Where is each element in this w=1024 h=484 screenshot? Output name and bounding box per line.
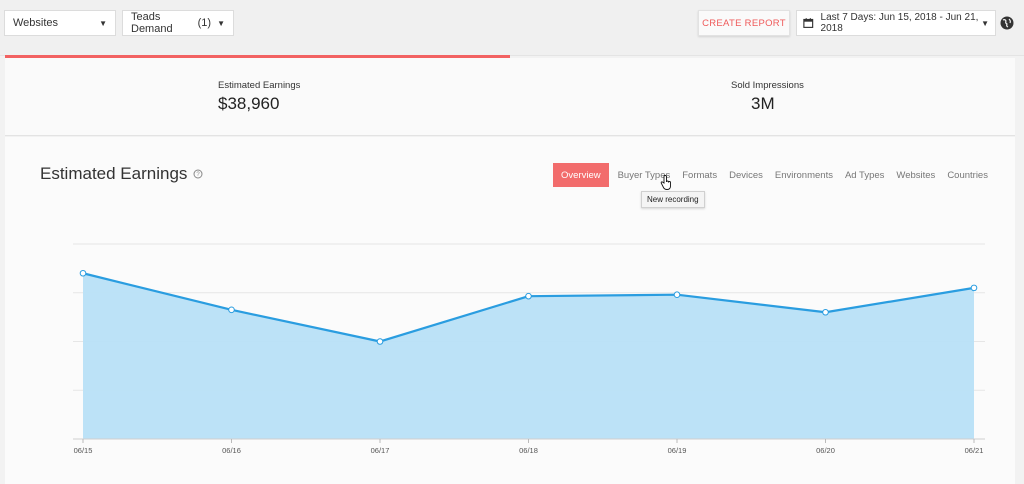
tab-buyer-types[interactable]: Buyer Types: [617, 169, 671, 181]
demand-dropdown-label: Teads Demand: [131, 11, 173, 35]
earnings-metric[interactable]: Estimated Earnings $38,960: [218, 80, 300, 114]
websites-dropdown[interactable]: Websites ▼: [4, 10, 116, 36]
x-tick-label: 06/18: [519, 446, 538, 455]
impressions-value: 3M: [751, 94, 775, 113]
calendar-icon: [803, 18, 814, 28]
summary-panel: Estimated Earnings $38,960 Sold Impressi…: [5, 58, 1015, 136]
date-range-label: Last 7 Days: Jun 15, 2018 - Jun 21, 2018: [820, 12, 979, 34]
tab-countries[interactable]: Countries: [947, 169, 988, 181]
chevron-down-icon: ▼: [981, 18, 989, 28]
earnings-area: [83, 273, 974, 439]
impressions-metric[interactable]: Sold Impressions 3M: [731, 80, 804, 114]
date-range-picker[interactable]: Last 7 Days: Jun 15, 2018 - Jun 21, 2018…: [796, 10, 996, 36]
new-recording-tooltip: New recording: [641, 191, 705, 208]
section-title-text: Estimated Earnings: [40, 164, 188, 183]
impressions-label: Sold Impressions: [731, 80, 804, 91]
tab-websites[interactable]: Websites: [896, 169, 936, 181]
chevron-down-icon: ▼: [217, 18, 225, 28]
x-tick-label: 06/15: [74, 446, 93, 455]
data-point: [525, 292, 532, 300]
progress-fill: [5, 55, 510, 58]
demand-count: (1): [197, 17, 212, 29]
data-point: [970, 284, 978, 292]
chevron-down-icon: ▼: [99, 18, 107, 28]
create-report-button[interactable]: CREATE REPORT: [698, 10, 790, 36]
data-point: [228, 306, 235, 314]
globe-icon[interactable]: [999, 15, 1015, 31]
earnings-value: $38,960: [218, 94, 280, 113]
earnings-panel: 06/15 06/16 06/17 06/18 06/19 06/20 06/21 Esti…: [5, 137, 1015, 484]
tab-ad-types[interactable]: Ad Types: [844, 169, 885, 181]
earnings-chart: 06/15 06/16 06/17 06/18 06/19 06/20 06/21: [73, 243, 985, 455]
x-tick-label: 06/21: [965, 446, 984, 455]
data-point: [376, 338, 384, 345]
tab-devices[interactable]: Devices: [729, 169, 763, 181]
top-bar: Websites ▼ Teads Demand (1) ▼ CREATE REP…: [0, 0, 1024, 56]
data-point: [822, 308, 829, 316]
demand-dropdown[interactable]: Teads Demand (1) ▼: [122, 10, 234, 36]
x-tick-label: 06/17: [371, 446, 390, 455]
svg-text:?: ?: [197, 172, 201, 178]
x-tick-label: 06/20: [816, 446, 835, 455]
data-point: [673, 291, 681, 298]
section-title: Estimated Earnings ?: [40, 164, 203, 184]
hand-cursor-icon: [660, 175, 671, 190]
loading-progress-bar: [5, 55, 1015, 58]
tab-formats[interactable]: Formats: [682, 169, 718, 181]
help-icon[interactable]: ?: [193, 169, 203, 179]
x-tick-label: 06/19: [668, 446, 687, 455]
tab-environments[interactable]: Environments: [774, 169, 833, 181]
earnings-label: Estimated Earnings: [218, 80, 301, 91]
websites-dropdown-label: Websites: [13, 17, 59, 29]
x-tick-label: 06/16: [222, 446, 241, 455]
tab-overview[interactable]: Overview: [553, 163, 609, 187]
data-point: [79, 269, 87, 277]
breakdown-tabs: Overview Buyer Types Formats Devices Env…: [553, 163, 994, 187]
